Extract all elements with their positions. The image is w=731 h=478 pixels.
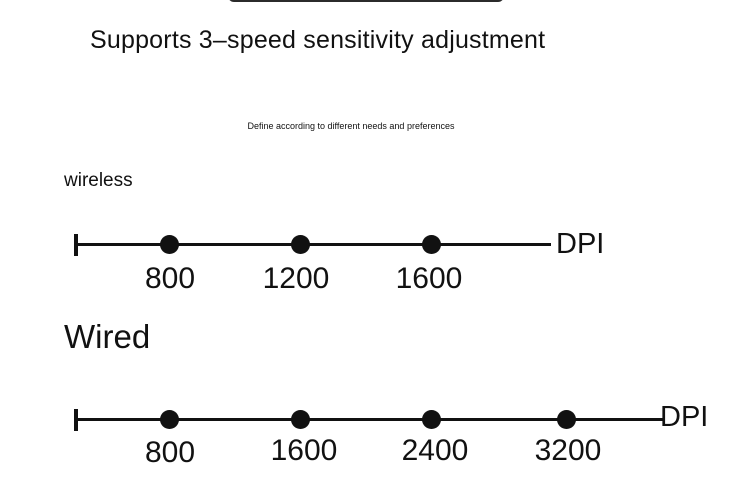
wired-level-label: 2400 [401, 434, 469, 467]
wired-level-label: 3200 [534, 434, 602, 467]
wireless-unit-label: DPI [556, 228, 605, 260]
wired-axis-line [74, 418, 664, 421]
wireless-level-label: 1600 [395, 262, 463, 295]
wired-level-marker-1600 [291, 410, 310, 429]
top-decorative-bar [228, 0, 504, 2]
wired-level-marker-2400 [422, 410, 441, 429]
wireless-dpi-scale: 800 1200 1600 DPI [0, 226, 731, 296]
wireless-axis-line [74, 243, 551, 246]
wireless-level-marker-1600 [422, 235, 441, 254]
wired-level-label: 800 [144, 436, 196, 469]
wired-level-label: 1600 [270, 434, 338, 467]
wireless-level-label: 800 [144, 262, 196, 295]
wireless-level-label: 1200 [262, 262, 330, 295]
wireless-section-label: wireless [64, 170, 133, 191]
page-subtitle: Define according to different needs and … [247, 121, 455, 131]
wireless-level-marker-800 [160, 235, 179, 254]
wired-level-marker-3200 [557, 410, 576, 429]
page-title: Supports 3–speed sensitivity adjustment [90, 26, 546, 54]
wired-unit-label: DPI [660, 401, 709, 433]
wired-level-marker-800 [160, 410, 179, 429]
wired-dpi-scale: 800 1600 2400 3200 DPI [0, 400, 731, 474]
wired-section-label: Wired [64, 318, 151, 355]
wireless-level-marker-1200 [291, 235, 310, 254]
